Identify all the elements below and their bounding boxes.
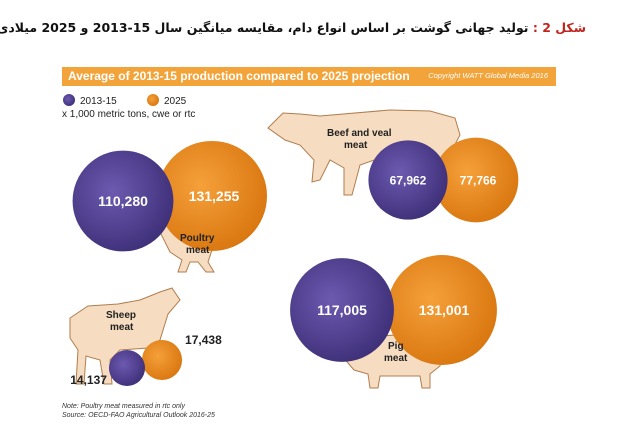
value-label-2013-beef: 67,962 [390,173,427,187]
label-poultry-line2: meat [186,245,210,256]
copyright-text: Copyright WATT Global Media 2016 [428,71,548,80]
label-sheep-line2: meat [110,322,134,333]
bubbles-group: 110,280 131,255 67,962 77,766 14,137 17,438 11… [70,137,519,387]
figure-caption: شکل 2 : تولید جهانی گوشت بر اساس انواع د… [0,20,586,35]
legend-label-2013: 2013-15 [80,96,117,107]
bubble-2025-beef [433,137,519,223]
label-poultry-line1: Poultry [180,233,215,244]
legend-label-2025: 2025 [164,96,187,107]
label-beef-line2: meat [344,140,368,151]
value-label-2025-beef: 77,766 [460,173,497,187]
legend-swatch-2013 [63,94,75,106]
figure-caption-text: تولید جهانی گوشت بر اساس انواع دام، مقای… [0,20,529,35]
bubble-2013-poultry [72,150,174,252]
value-label-2025-pig: 131,001 [419,302,470,318]
value-label-2025-poultry: 131,255 [189,188,240,204]
bubble-2013-pig [290,258,394,362]
bubble-2025-poultry [157,141,267,251]
chart-banner: Average of 2013-15 production compared t… [62,67,556,86]
value-label-2013-poultry: 110,280 [98,193,148,209]
label-sheep-line1: Sheep [106,310,136,321]
sheep-silhouette [69,287,181,385]
value-label-2025-sheep: 17,438 [185,333,222,347]
bubble-2013-beef [368,140,448,220]
label-beef-line1: Beef and veal [327,128,392,139]
source-line: Source: OECD-FAO Agricultural Outlook 20… [62,412,215,419]
bubble-2013-sheep [108,349,146,387]
value-label-2013-sheep: 14,137 [70,373,107,387]
figure-caption-label: شکل 2 : [532,20,586,35]
bubble-2025-sheep [141,339,183,381]
label-pig-line2: meat [384,353,408,364]
bubble-2025-pig [387,255,497,365]
legend-swatch-2025 [147,94,159,106]
chart-title: Average of 2013-15 production compared t… [68,69,410,83]
label-pig-line1: Pig [388,341,404,352]
notes: Note: Poultry meat measured in rtc only … [62,402,215,420]
cow-silhouette [267,109,461,196]
note-line: Note: Poultry meat measured in rtc only [62,403,185,410]
units-label: x 1,000 metric tons, cwe or rtc [62,109,195,120]
value-label-2013-pig: 117,005 [317,302,367,318]
